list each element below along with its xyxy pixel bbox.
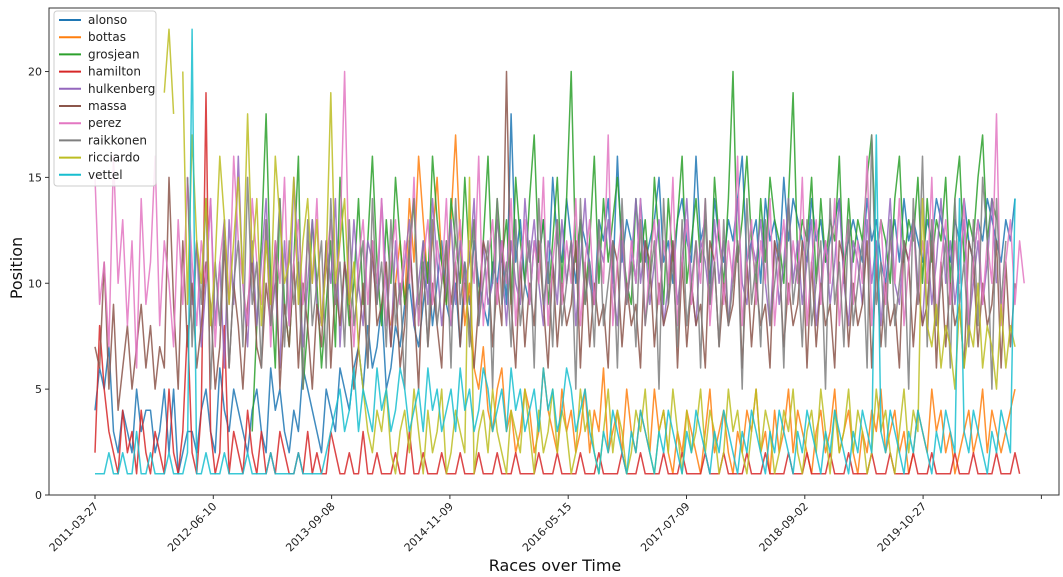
y-axis: 0 5 10 15 20 [28, 66, 49, 502]
y-tick-label: 5 [35, 383, 42, 396]
series-line-raikkonen [186, 134, 1007, 390]
y-axis-title: Position [7, 237, 26, 299]
legend-label-grosjean: grosjean [88, 47, 140, 61]
x-axis: 2011-03-27 2012-06-10 2013-09-08 2014-11-09… [47, 495, 1042, 554]
legend-label-hulkenberg: hulkenberg [88, 82, 155, 96]
y-tick-label: 0 [35, 489, 42, 502]
legend-label-ricciardo: ricciardo [88, 151, 140, 165]
legend-label-hamilton: hamilton [88, 65, 141, 79]
plot-frame [48, 7, 1060, 496]
legend-label-perez: perez [88, 116, 121, 130]
y-tick-label: 15 [28, 171, 42, 184]
legend-label-raikkonen: raikkonen [88, 133, 147, 147]
x-tick-label: 2011-03-27 [47, 500, 101, 554]
series-line-vettel [95, 28, 1016, 475]
legend-label-massa: massa [88, 99, 127, 113]
x-tick-label: 2016-05-15 [520, 500, 574, 554]
x-tick-label: 2012-06-10 [165, 500, 219, 554]
legend: alonso bottas grosjean hamilton hulkenberg ma… [53, 10, 157, 187]
y-tick-label: 20 [28, 66, 42, 79]
x-tick-label: 2018-09-02 [757, 500, 811, 554]
x-tick-label: 2017-07-09 [638, 500, 692, 554]
plot-lines [94, 28, 1025, 475]
legend-label-bottas: bottas [88, 30, 126, 44]
x-tick-label: 2019-10-27 [875, 500, 929, 554]
legend-label-vettel: vettel [88, 168, 123, 182]
x-tick-label: 2014-11-09 [402, 500, 456, 554]
x-tick-label: 2013-09-08 [283, 500, 337, 554]
x-axis-title: Races over Time [489, 556, 622, 575]
y-tick-label: 10 [28, 277, 42, 290]
legend-label-alonso: alonso [88, 13, 127, 27]
